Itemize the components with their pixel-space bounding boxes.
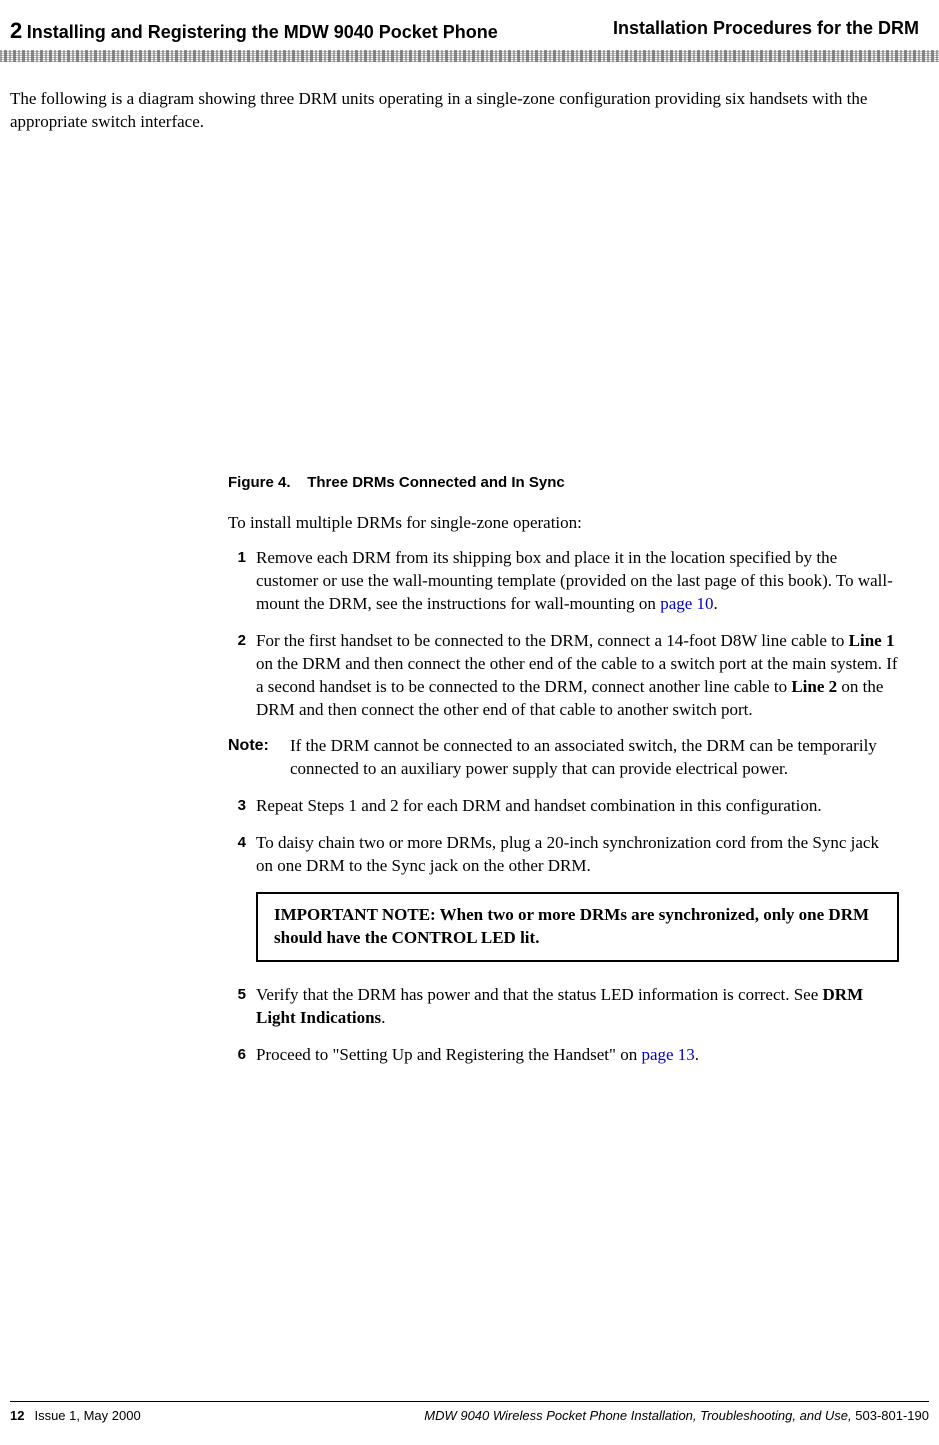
bold-text: Line 1 — [849, 631, 895, 650]
page-number: 12 — [10, 1408, 24, 1423]
note-label: Note: — [228, 735, 290, 781]
figure-label: Figure 4. — [228, 474, 291, 491]
step-text: . — [381, 1008, 385, 1027]
step-text: Verify that the DRM has power and that t… — [256, 985, 823, 1004]
step-body: To daisy chain two or more DRMs, plug a … — [256, 832, 899, 878]
chapter-number: 2 — [10, 18, 22, 43]
step-number: 4 — [228, 832, 256, 878]
step-text: Proceed to "Setting Up and Registering t… — [256, 1045, 641, 1064]
step-text: . — [695, 1045, 699, 1064]
header-divider — [0, 50, 939, 62]
step-4: 4 To daisy chain two or more DRMs, plug … — [228, 832, 899, 878]
doc-number: 503-801-190 — [855, 1408, 929, 1423]
step-2: 2 For the first handset to be connected … — [228, 630, 899, 722]
step-number: 1 — [228, 547, 256, 616]
main-content: Figure 4. Three DRMs Connected and In Sy… — [228, 134, 899, 1067]
step-number: 6 — [228, 1044, 256, 1067]
step-text: For the first handset to be connected to… — [256, 631, 849, 650]
section-title: Installation Procedures for the DRM — [613, 18, 919, 39]
note-block: Note: If the DRM cannot be connected to … — [228, 735, 899, 781]
step-text: . — [714, 594, 718, 613]
step-body: Proceed to "Setting Up and Registering t… — [256, 1044, 899, 1067]
step-number: 2 — [228, 630, 256, 722]
step-text: Remove each DRM from its shipping box an… — [256, 548, 893, 613]
page-footer: 12 Issue 1, May 2000 MDW 9040 Wireless P… — [10, 1401, 929, 1423]
important-note-box: IMPORTANT NOTE: When two or more DRMs ar… — [256, 892, 899, 962]
step-5: 5 Verify that the DRM has power and that… — [228, 984, 899, 1030]
step-1: 1 Remove each DRM from its shipping box … — [228, 547, 899, 616]
step-6: 6 Proceed to "Setting Up and Registering… — [228, 1044, 899, 1067]
page-link[interactable]: page 13 — [641, 1045, 694, 1064]
footer-title: MDW 9040 Wireless Pocket Phone Installat… — [424, 1408, 855, 1423]
page-link[interactable]: page 10 — [660, 594, 713, 613]
bold-text: Line 2 — [791, 677, 837, 696]
chapter-title: Installing and Registering the MDW 9040 … — [27, 22, 498, 42]
issue-info: Issue 1, May 2000 — [34, 1408, 140, 1423]
step-body: Remove each DRM from its shipping box an… — [256, 547, 899, 616]
note-body: If the DRM cannot be connected to an ass… — [290, 735, 899, 781]
step-3: 3 Repeat Steps 1 and 2 for each DRM and … — [228, 795, 899, 818]
step-body: Verify that the DRM has power and that t… — [256, 984, 899, 1030]
step-number: 5 — [228, 984, 256, 1030]
step-number: 3 — [228, 795, 256, 818]
intro-paragraph: The following is a diagram showing three… — [0, 62, 939, 134]
figure-title: Three DRMs Connected and In Sync — [307, 474, 565, 491]
figure-caption: Figure 4. Three DRMs Connected and In Sy… — [228, 474, 899, 491]
footer-doc: MDW 9040 Wireless Pocket Phone Installat… — [424, 1408, 929, 1423]
step-body: For the first handset to be connected to… — [256, 630, 899, 722]
lead-text: To install multiple DRMs for single-zone… — [228, 513, 899, 533]
page-header: 2 Installing and Registering the MDW 904… — [0, 0, 939, 44]
step-body: Repeat Steps 1 and 2 for each DRM and ha… — [256, 795, 899, 818]
